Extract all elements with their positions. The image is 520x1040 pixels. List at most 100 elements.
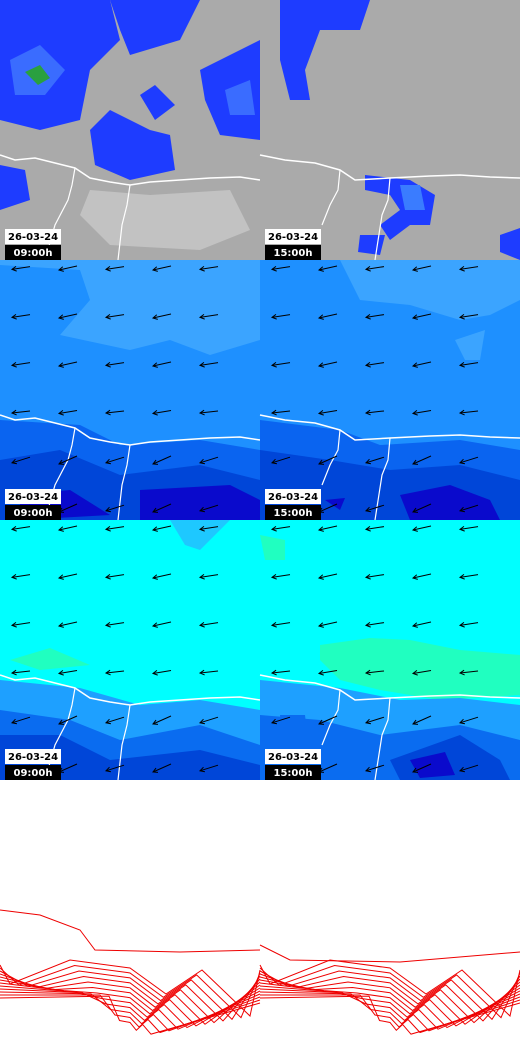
wind-arrow <box>365 574 385 578</box>
wind-arrow <box>271 314 291 318</box>
wind-arrow <box>152 410 172 414</box>
wind-arrow <box>412 573 432 579</box>
wind-arrow <box>199 362 219 366</box>
wind-arrow-head <box>104 361 111 368</box>
wind-arrow-head <box>199 766 206 773</box>
wind-arrow <box>199 410 219 414</box>
wind-arrow-head <box>10 409 17 416</box>
wind-arrow <box>58 670 78 674</box>
wind-arrow-head <box>271 458 278 465</box>
wind-arrow-head <box>11 458 18 465</box>
wind-arrow-head <box>198 265 205 272</box>
contour-line <box>0 995 261 1035</box>
wind-arrow <box>105 362 125 366</box>
wind-arrow <box>271 670 291 674</box>
wind-arrow-head <box>271 718 278 725</box>
wind-arrow-head <box>270 573 277 580</box>
wind-arrow-head <box>104 313 111 320</box>
wind-arrow-head <box>198 621 205 628</box>
wind-arrow-head <box>317 670 324 676</box>
date-label: 26-03-24 <box>8 492 58 503</box>
wind-arrow <box>58 265 78 271</box>
wind-arrow <box>199 526 219 530</box>
wind-arrow <box>318 670 338 674</box>
wind-arrow <box>459 670 479 674</box>
panel <box>0 260 261 521</box>
wind-arrow <box>365 670 385 674</box>
wind-arrow-head <box>411 574 418 580</box>
wind-arrow <box>365 456 385 464</box>
wind-arrow <box>271 410 291 414</box>
wind-arrow-head <box>458 409 465 416</box>
wind-arrow <box>199 622 219 626</box>
wind-arrow <box>365 266 385 270</box>
wind-arrow <box>271 456 291 464</box>
wind-arrow-head <box>270 313 277 320</box>
wind-arrow <box>365 526 385 530</box>
wind-arrows <box>10 265 479 773</box>
wind-arrow <box>199 266 219 270</box>
wind-arrow-head <box>152 719 159 725</box>
panel <box>259 0 520 261</box>
wind-arrow-head <box>57 266 64 272</box>
wind-arrow <box>105 716 125 724</box>
time-box <box>265 245 321 260</box>
wind-arrow <box>58 525 78 531</box>
wind-arrow <box>412 313 432 319</box>
wind-arrow <box>11 670 31 674</box>
wind-arrow <box>271 574 291 578</box>
wind-arrow <box>105 670 125 674</box>
time-box <box>5 765 61 780</box>
wind-arrow-head <box>198 573 205 580</box>
wind-arrow <box>365 410 385 414</box>
wind-arrow-head <box>105 506 112 513</box>
wind-arrow <box>58 621 78 627</box>
wind-arrow <box>152 763 172 773</box>
wind-arrow <box>318 455 338 465</box>
wind-arrow <box>459 574 479 578</box>
wind-arrow <box>459 362 479 366</box>
wind-arrow <box>412 621 432 627</box>
wind-arrow <box>105 314 125 318</box>
wind-arrow-head <box>198 313 205 320</box>
wind-arrow <box>318 573 338 579</box>
time-box <box>5 505 61 520</box>
wind-arrow-head <box>317 574 324 580</box>
wind-arrow-head <box>11 718 18 725</box>
wind-arrow-head <box>318 459 325 465</box>
date-label: 26-03-24 <box>8 752 58 763</box>
time-label: 09:00h <box>14 508 53 519</box>
wind-arrow <box>412 715 432 725</box>
wind-arrow-head <box>10 361 17 368</box>
wind-arrow-head <box>270 361 277 368</box>
wind-arrow-head <box>458 313 465 320</box>
wind-arrow <box>199 764 219 772</box>
wind-arrow-head <box>151 526 158 532</box>
wind-arrow-head <box>364 621 371 628</box>
wind-arrow-head <box>412 719 419 725</box>
wind-arrow <box>152 715 172 725</box>
wind-arrow <box>11 716 31 724</box>
wind-arrow-head <box>458 573 465 580</box>
panel <box>259 520 520 781</box>
wind-arrow <box>459 622 479 626</box>
contour-line <box>0 994 261 1034</box>
wind-arrow-head <box>104 409 111 416</box>
wind-arrow <box>318 313 338 319</box>
date-box <box>265 229 321 244</box>
wind-arrow-head <box>152 507 159 513</box>
wind-arrow-head <box>57 314 64 320</box>
wind-arrow <box>318 621 338 627</box>
wind-arrow-head <box>364 313 371 320</box>
wind-arrow-head <box>270 265 277 272</box>
wind-arrow-head <box>270 525 277 532</box>
wind-arrow <box>105 410 125 414</box>
wind-arrow <box>365 362 385 366</box>
wind-arrow <box>365 504 385 512</box>
wind-arrow <box>11 362 31 366</box>
wind-arrow <box>58 313 78 319</box>
wind-arrow <box>459 410 479 414</box>
wind-arrow <box>58 573 78 579</box>
wind-arrow-head <box>151 574 158 580</box>
